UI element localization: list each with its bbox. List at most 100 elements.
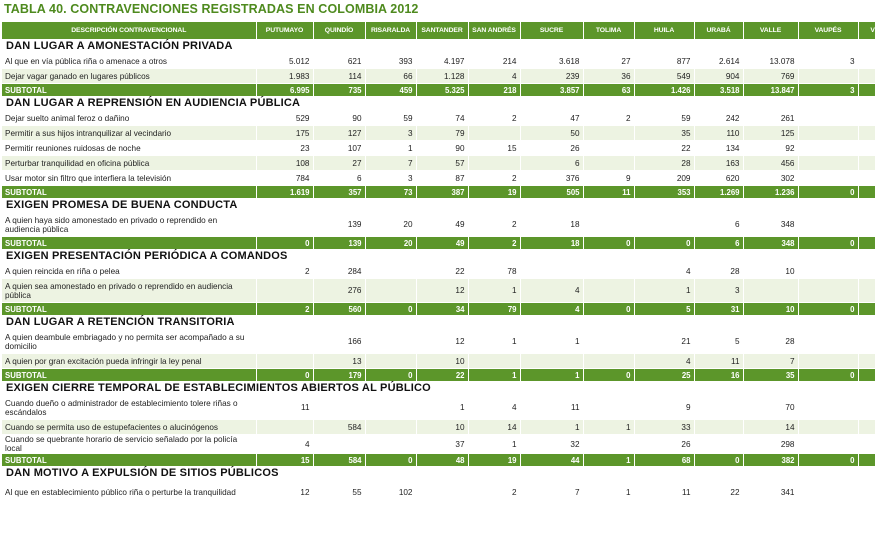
table-cell: 78	[468, 264, 521, 279]
column-header-5: SAN ANDRÉS	[468, 22, 521, 39]
table-cell: 2	[468, 111, 521, 126]
table-cell	[694, 434, 744, 454]
column-header-11: VAUPÉS	[798, 22, 859, 39]
table-cell: 6	[313, 170, 366, 186]
table-cell: 163	[694, 155, 744, 171]
column-header-8: HUILA	[634, 22, 695, 39]
column-header-9: URABÁ	[694, 22, 744, 39]
table-cell: 549	[634, 68, 695, 84]
table-cell: 3	[365, 125, 417, 141]
table-cell	[798, 68, 859, 84]
table-cell: 1	[416, 396, 469, 420]
column-header-1: PUTUMAYO	[256, 22, 314, 39]
table-cell	[634, 213, 695, 237]
table-cell	[858, 434, 875, 454]
table-cell	[365, 264, 417, 279]
table-cell	[798, 213, 859, 237]
table-row: Al que en establecimiento público riña o…	[2, 481, 875, 505]
table-cell: 35	[634, 125, 695, 141]
table-cell	[583, 155, 635, 171]
column-header-2: QUINDÍO	[313, 22, 366, 39]
subtotal-cell: 79	[468, 302, 521, 315]
section-title: EXIGEN PROMESA DE BUENA CONDUCTA	[2, 198, 875, 213]
row-description: Perturbar tranquilidad en oficina públic…	[2, 155, 257, 171]
table-row: A quien haya sido amonestado en privado …	[2, 213, 875, 237]
table-cell: 3.618	[520, 54, 584, 69]
row-description: A quien reincida en riña o pelea	[2, 264, 257, 279]
subtotal-cell: 3.518	[694, 83, 744, 96]
table-cell: 26	[634, 434, 695, 454]
subtotal-row: SUBTOTAL0139204921800634800	[2, 236, 875, 249]
table-cell: 90	[416, 140, 469, 156]
table-cell	[520, 353, 584, 369]
subtotal-cell: 382	[743, 453, 799, 466]
table-cell	[256, 213, 314, 237]
table-cell: 10	[416, 419, 469, 435]
table-cell: 1	[634, 278, 695, 303]
subtotal-cell: 1	[520, 368, 584, 381]
table-cell: 87	[416, 170, 469, 186]
subtotal-label: SUBTOTAL	[2, 236, 257, 249]
table-cell	[798, 155, 859, 171]
table-cell: 529	[256, 111, 314, 126]
subtotal-cell: 0	[798, 368, 859, 381]
section-title: DAN LUGAR A RETENCIÓN TRANSITORIA	[2, 315, 875, 330]
table-cell	[858, 396, 875, 420]
subtotal-cell: 353	[634, 185, 695, 198]
subtotal-cell: 459	[365, 83, 417, 96]
subtotal-cell: 5	[634, 302, 695, 315]
subtotal-cell: 0	[256, 368, 314, 381]
table-cell: 621	[313, 54, 366, 69]
subtotal-cell: 44	[520, 453, 584, 466]
table-cell	[798, 481, 859, 505]
table-cell: 14	[743, 419, 799, 435]
table-cell: 376	[520, 170, 584, 186]
subtotal-cell: 2	[256, 302, 314, 315]
table-cell: 11	[694, 353, 744, 369]
table-cell	[365, 434, 417, 454]
row-description: Cuando se permita uso de estupefacientes…	[2, 419, 257, 435]
table-cell	[798, 353, 859, 369]
table-cell	[798, 170, 859, 186]
table-cell: 166	[313, 330, 366, 354]
table-cell	[858, 140, 875, 156]
subtotal-cell: 15	[256, 453, 314, 466]
table-cell	[858, 353, 875, 369]
table-cell: 341	[743, 481, 799, 505]
subtotal-cell: 387	[416, 185, 469, 198]
table-cell: 22	[694, 481, 744, 505]
subtotal-cell: 20	[365, 236, 417, 249]
subtotal-cell: 0	[583, 236, 635, 249]
table-cell: 79	[416, 125, 469, 141]
table-cell	[468, 155, 521, 171]
table-cell: 7	[520, 481, 584, 505]
table-cell: 27	[313, 155, 366, 171]
table-cell: 150	[858, 481, 875, 505]
table-cell	[256, 278, 314, 303]
column-header-10: VALLE	[743, 22, 799, 39]
subtotal-cell: 735	[313, 83, 366, 96]
table-row: Permitir a sus hijos intranquilizar al v…	[2, 125, 875, 141]
subtotal-cell: 31	[694, 302, 744, 315]
section-header: DAN MOTIVO A EXPULSIÓN DE SITIOS PÚBLICO…	[2, 466, 875, 481]
table-cell: 175	[256, 125, 314, 141]
subtotal-cell: 34	[416, 302, 469, 315]
table-cell: 59	[634, 111, 695, 126]
subtotal-cell: 0	[858, 236, 875, 249]
table-cell: 1.983	[256, 68, 314, 84]
table-cell: 13	[313, 353, 366, 369]
table-cell: 4	[634, 264, 695, 279]
subtotal-cell: 19	[468, 453, 521, 466]
subtotal-label: SUBTOTAL	[2, 453, 257, 466]
section-title: DAN LUGAR A REPRENSIÓN EN AUDIENCIA PÚBL…	[2, 96, 875, 111]
table-cell: 261	[743, 111, 799, 126]
table-cell: 1	[520, 330, 584, 354]
table-cell: 110	[694, 125, 744, 141]
table-cell: 35	[858, 54, 875, 69]
subtotal-cell: 13.847	[743, 83, 799, 96]
table-cell: 4	[520, 278, 584, 303]
subtotal-cell: 10	[743, 302, 799, 315]
table-cell: 9	[634, 396, 695, 420]
row-description: A quien haya sido amonestado en privado …	[2, 213, 257, 237]
table-cell: 5	[694, 330, 744, 354]
